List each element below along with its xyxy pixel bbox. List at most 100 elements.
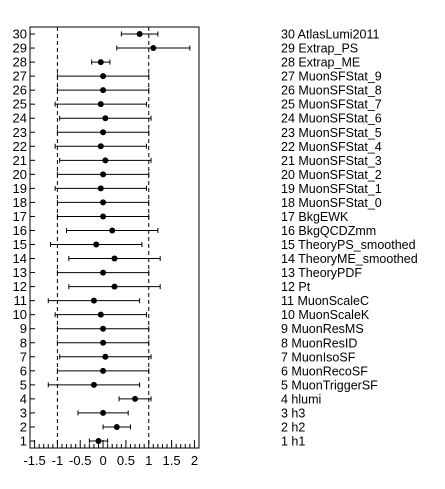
y-tick-label: 25 <box>13 97 27 112</box>
data-point-22 <box>54 143 147 150</box>
legend-entry: 7 MuonIsoSF <box>281 350 356 364</box>
x-tick-label: -1 <box>52 453 64 468</box>
y-tick-label: 27 <box>13 69 27 84</box>
x-tick-label: 0.5 <box>117 453 135 468</box>
marker <box>100 409 107 416</box>
y-tick-label: 21 <box>13 153 27 168</box>
data-point-1 <box>88 437 109 444</box>
marker <box>97 143 104 150</box>
legend-entry: 16 BkgQCDZmm <box>281 224 376 238</box>
data-point-3 <box>77 409 129 416</box>
legend-entry: 21 MuonSFStat_3 <box>281 154 382 168</box>
legend-entry: 8 MuonResID <box>281 336 357 350</box>
y-tick-label: 10 <box>13 307 27 322</box>
y-tick-label: 23 <box>13 125 27 140</box>
legend-entry: 2 h2 <box>281 420 305 434</box>
x-axis: -1.5 -1 -0.5 0 0.5 1 1.5 2 <box>23 440 198 468</box>
x-tick-label: 0 <box>99 453 106 468</box>
data-point-19 <box>54 185 147 192</box>
legend-entry: 6 MuonRecoSF <box>281 364 368 378</box>
y-tick-label: 28 <box>13 55 27 70</box>
data-point-7 <box>59 353 152 360</box>
legend-entry: 30 AtlasLumi2011 <box>281 28 379 42</box>
data-point-26 <box>56 87 150 94</box>
y-tick-label: 3 <box>20 405 27 420</box>
marker <box>97 311 104 318</box>
marker <box>97 101 104 108</box>
y-tick-label: 5 <box>20 377 27 392</box>
marker <box>95 437 102 444</box>
marker <box>100 73 107 80</box>
marker <box>111 283 118 290</box>
y-tick-label: 18 <box>13 195 27 210</box>
marker <box>97 185 104 192</box>
marker <box>100 199 107 206</box>
marker <box>100 325 107 332</box>
legend-entry: 9 MuonResMS <box>281 322 364 336</box>
data-point-13 <box>56 269 150 276</box>
data-point-14 <box>68 255 161 262</box>
y-tick-label: 17 <box>13 209 27 224</box>
x-tick-label: 1 <box>145 453 152 468</box>
legend-entry: 4 hlumi <box>281 392 321 406</box>
plot-frame <box>29 26 200 449</box>
legend-entry: 24 MuonSFStat_6 <box>281 112 382 126</box>
legend-entry: 13 TheoryPDF <box>281 266 362 280</box>
legend-entry: 27 MuonSFStat_9 <box>281 70 382 84</box>
y-tick-label: 22 <box>13 139 27 154</box>
y-tick-label: 26 <box>13 83 27 98</box>
marker <box>113 423 120 430</box>
y-tick-label: 9 <box>20 321 27 336</box>
data-point-5 <box>47 381 141 388</box>
data-point-2 <box>102 423 131 430</box>
y-tick-label: 8 <box>20 335 27 350</box>
data-point-25 <box>54 101 147 108</box>
x-tick-label: -0.5 <box>69 453 91 468</box>
data-point-16 <box>66 227 159 234</box>
x-tick-label: 2 <box>191 453 198 468</box>
marker <box>100 367 107 374</box>
data-point-21 <box>59 157 152 164</box>
data-point-8 <box>56 339 150 346</box>
y-tick-label: 4 <box>20 391 27 406</box>
y-tick-label: 30 <box>13 27 27 42</box>
legend-entry: 5 MuonTriggerSF <box>281 378 378 392</box>
legend-entry: 22 MuonSFStat_4 <box>281 140 382 154</box>
data-point-11 <box>47 297 141 304</box>
legend-entry: 10 MuonScaleK <box>281 308 370 322</box>
marker <box>109 227 116 234</box>
data-point-29 <box>116 45 191 52</box>
data-point-20 <box>56 171 150 178</box>
legend-entry: 25 MuonSFStat_7 <box>281 98 382 112</box>
marker <box>100 87 107 94</box>
legend-entry: 12 Pt <box>281 280 311 294</box>
data-point-6 <box>56 367 150 374</box>
legend-entry: 14 TheoryME_smoothed <box>281 252 418 266</box>
marker <box>97 59 104 66</box>
data-point-23 <box>56 129 150 136</box>
y-tick-label: 20 <box>13 167 27 182</box>
legend-entry: 3 h3 <box>281 406 305 420</box>
legend-entry: 28 Extrap_ME <box>281 56 360 70</box>
y-tick-label: 14 <box>13 251 27 266</box>
marker <box>100 339 107 346</box>
y-tick-label: 2 <box>20 419 27 434</box>
y-tick-label: 6 <box>20 363 27 378</box>
reference-lines <box>56 27 150 448</box>
y-tick-label: 12 <box>13 279 27 294</box>
y-tick-label: 16 <box>13 223 27 238</box>
data-point-24 <box>59 115 152 122</box>
marker <box>150 45 157 52</box>
data-point-27 <box>56 73 150 80</box>
data-points <box>47 31 191 444</box>
marker <box>100 129 107 136</box>
data-point-4 <box>118 395 152 402</box>
legend-entry: 17 BkgEWK <box>281 210 349 224</box>
marker <box>132 395 139 402</box>
marker <box>90 297 97 304</box>
marker <box>93 241 100 248</box>
y-tick-label: 13 <box>13 265 27 280</box>
data-point-17 <box>56 213 150 220</box>
